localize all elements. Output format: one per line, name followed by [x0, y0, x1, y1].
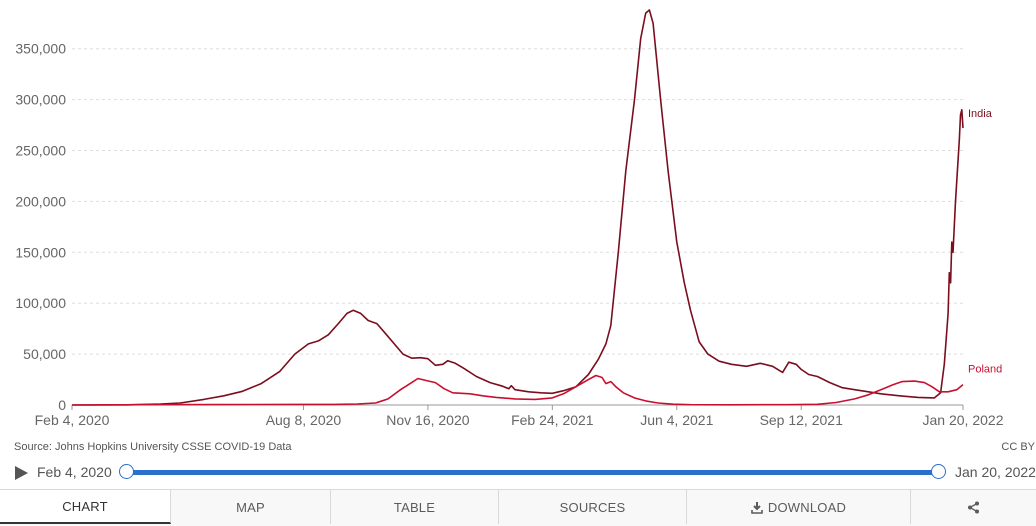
timeline-end-label: Jan 20, 2022: [955, 464, 1036, 480]
x-tick-label: Feb 24, 2021: [511, 412, 594, 428]
tab-bar: CHART MAP TABLE SOURCES DOWNLOAD: [0, 489, 1036, 526]
tab-download-label: DOWNLOAD: [767, 499, 847, 515]
tab-table[interactable]: TABLE: [331, 490, 499, 524]
source-note[interactable]: Source: Johns Hopkins University CSSE CO…: [14, 441, 292, 453]
series-label-india[interactable]: India: [968, 108, 993, 120]
y-tick-label: 150,000: [15, 244, 66, 260]
x-axis-ticks: Feb 4, 2020 Aug 8, 2020 Nov 16, 2020 Feb 24…: [35, 405, 1004, 428]
tab-sources-label: SOURCES: [559, 499, 626, 515]
timeline-start-label: Feb 4, 2020: [37, 464, 112, 480]
tab-map[interactable]: MAP: [171, 490, 331, 524]
timeline-slider[interactable]: Feb 4, 2020 Jan 20, 2022: [0, 460, 1036, 486]
gridlines: [72, 48, 963, 406]
license-label[interactable]: CC BY: [1001, 441, 1035, 453]
timeline-start-handle[interactable]: [119, 464, 134, 479]
tab-sources[interactable]: SOURCES: [499, 490, 687, 524]
series-labels: India Poland: [968, 108, 1002, 376]
y-tick-label: 100,000: [15, 295, 66, 311]
x-tick-label: Feb 4, 2020: [35, 412, 110, 428]
x-tick-label: Nov 16, 2020: [386, 412, 469, 428]
y-tick-label: 350,000: [15, 41, 66, 57]
series-line-india[interactable]: [71, 9, 964, 406]
series-lines: [71, 9, 964, 406]
y-axis-ticks: 0 50,000 100,000 150,000 200,000 250,000 300,0…: [15, 41, 66, 413]
tab-share[interactable]: [911, 490, 1036, 524]
tab-map-label: MAP: [236, 499, 265, 515]
line-chart: 0 50,000 100,000 150,000 200,000 250,000 300,0…: [15, 9, 1004, 428]
y-tick-label: 200,000: [15, 193, 66, 209]
series-line-poland[interactable]: [71, 374, 964, 406]
x-tick-label: Sep 12, 2021: [760, 412, 844, 428]
x-tick-label: Jun 4, 2021: [640, 412, 713, 428]
y-tick-label: 50,000: [23, 346, 66, 362]
tab-chart-label: CHART: [62, 498, 108, 514]
tab-table-label: TABLE: [393, 499, 436, 515]
y-tick-label: 0: [58, 397, 66, 413]
download-icon: [751, 501, 763, 514]
share-icon: [968, 501, 979, 513]
x-tick-label: Aug 8, 2020: [266, 412, 342, 428]
y-tick-label: 300,000: [15, 92, 66, 108]
y-tick-label: 250,000: [15, 143, 66, 159]
play-icon[interactable]: [15, 466, 28, 480]
series-label-poland[interactable]: Poland: [968, 364, 1002, 376]
timeline-end-handle[interactable]: [931, 464, 946, 479]
tab-chart[interactable]: CHART: [0, 490, 171, 524]
x-tick-label: Jan 20, 2022: [923, 412, 1004, 428]
tab-download[interactable]: DOWNLOAD: [687, 490, 911, 524]
timeline-track[interactable]: [126, 470, 938, 475]
